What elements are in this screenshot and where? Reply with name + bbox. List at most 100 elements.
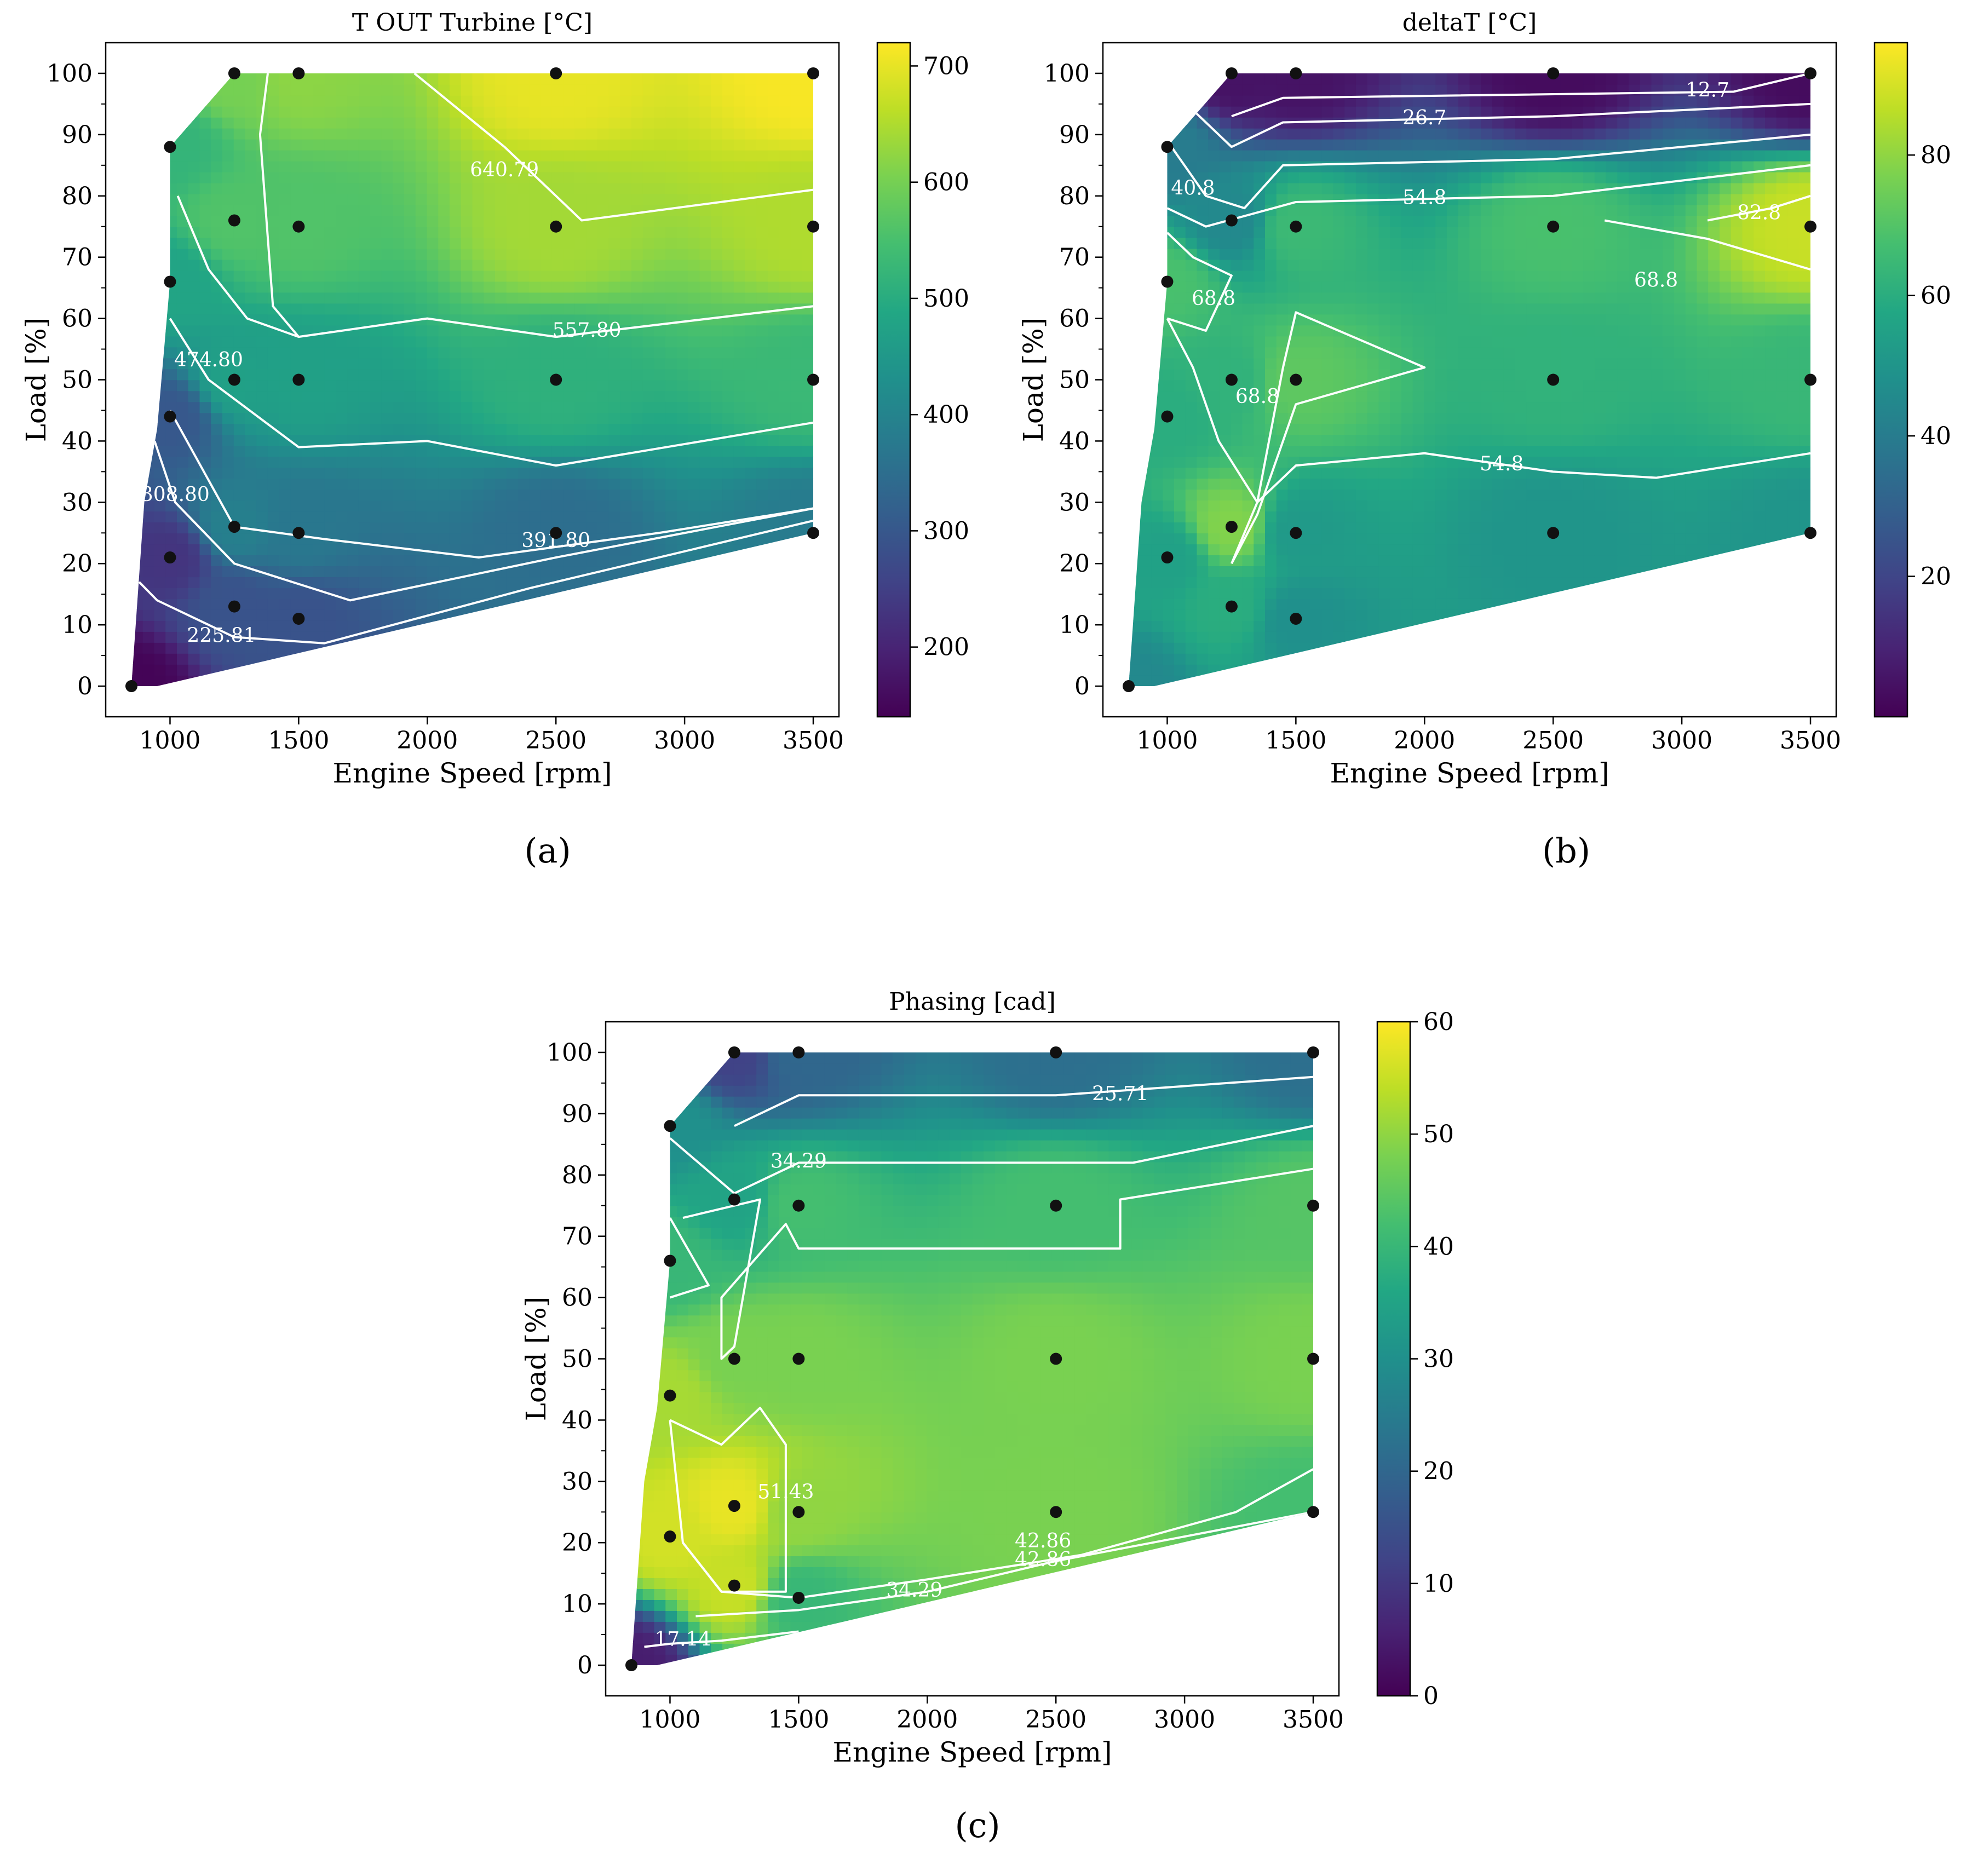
heatmap-cell <box>142 379 155 392</box>
heatmap-cell <box>722 609 734 621</box>
heatmap-cell <box>745 248 757 260</box>
heatmap-cell <box>688 281 700 293</box>
heatmap-cell <box>745 664 757 676</box>
heatmap-cell <box>1355 544 1368 556</box>
heatmap-cell <box>1197 423 1209 435</box>
heatmap-cell <box>1321 237 1334 249</box>
heatmap-cell <box>654 336 666 348</box>
heatmap-cell <box>677 599 689 610</box>
heatmap-cell <box>551 434 564 446</box>
heatmap-cell <box>324 303 337 315</box>
heatmap-cell <box>449 555 462 567</box>
heatmap-cell <box>779 434 791 446</box>
heatmap-cell <box>586 128 598 140</box>
heatmap-cell <box>1231 160 1243 172</box>
heatmap-cell <box>768 314 780 326</box>
heatmap-cell <box>324 423 337 435</box>
heatmap-cell <box>541 642 553 654</box>
contour-lines <box>138 73 814 644</box>
heatmap-cell <box>1367 533 1379 545</box>
heatmap-cell <box>1197 620 1209 632</box>
heatmap-cell <box>1412 423 1425 435</box>
heatmap-cell <box>506 379 519 392</box>
data-point <box>292 220 305 233</box>
heatmap-cell <box>393 336 405 348</box>
heatmap-cell <box>393 369 405 381</box>
heatmap-cell <box>586 314 598 326</box>
heatmap-cell <box>438 642 450 654</box>
heatmap-cell <box>302 171 314 183</box>
heatmap-cell <box>1185 511 1198 523</box>
heatmap-cell <box>586 412 598 424</box>
heatmap-cell <box>1310 588 1323 599</box>
heatmap-cell <box>1390 555 1402 567</box>
heatmap-cell <box>722 171 734 183</box>
heatmap-cell <box>699 566 712 578</box>
heatmap-cell <box>518 609 530 621</box>
heatmap-cell <box>472 117 485 129</box>
heatmap-cell <box>279 412 291 424</box>
heatmap-cell <box>665 347 677 359</box>
heatmap-cell <box>1355 314 1368 326</box>
heatmap-cell <box>1390 522 1402 534</box>
heatmap-cell <box>779 379 791 392</box>
heatmap-cell <box>1151 73 1164 85</box>
heatmap-cell <box>631 248 643 260</box>
heatmap-cell <box>1299 303 1311 315</box>
heatmap-cell <box>1378 117 1391 129</box>
heatmap-cell <box>358 401 371 413</box>
heatmap-cell <box>1151 456 1164 468</box>
heatmap-cell <box>597 160 610 172</box>
heatmap-cell <box>1390 533 1402 545</box>
heatmap-cell <box>1355 467 1368 479</box>
heatmap-cell <box>154 336 166 348</box>
heatmap-cell <box>199 500 212 512</box>
heatmap-cell <box>290 193 303 205</box>
heatmap-cell <box>620 182 632 194</box>
heatmap-cell <box>711 500 723 512</box>
heatmap-cell <box>484 500 496 512</box>
heatmap-cell <box>199 511 212 523</box>
heatmap-cell <box>1424 84 1436 96</box>
heatmap-cell <box>711 128 723 140</box>
heatmap-cell <box>302 489 314 501</box>
heatmap-cell <box>336 95 348 107</box>
heatmap-cell <box>620 160 632 172</box>
heatmap-cell <box>654 139 666 151</box>
heatmap-cell <box>1412 139 1425 151</box>
heatmap-cell <box>438 237 450 249</box>
heatmap-cell <box>563 434 576 446</box>
heatmap-cell <box>154 95 166 107</box>
heatmap-cell <box>620 467 632 479</box>
heatmap-cell <box>631 511 643 523</box>
heatmap-cell <box>711 248 723 260</box>
heatmap-cell <box>302 270 314 282</box>
heatmap-cell <box>745 434 757 446</box>
heatmap-cell <box>586 522 598 534</box>
heatmap-cell <box>1231 609 1243 621</box>
heatmap-cell <box>802 599 814 610</box>
heatmap-cell <box>1412 369 1425 381</box>
heatmap-cell <box>1128 117 1141 129</box>
heatmap-cell <box>245 434 257 446</box>
heatmap-cell <box>642 281 655 293</box>
heatmap-cell <box>324 84 337 96</box>
heatmap-cell <box>541 259 553 271</box>
heatmap-cell <box>711 664 723 676</box>
heatmap-cell <box>472 237 485 249</box>
heatmap-cell <box>529 434 541 446</box>
heatmap-cell <box>1185 445 1198 457</box>
heatmap-cell <box>597 281 610 293</box>
heatmap-cell <box>711 609 723 621</box>
heatmap-cell <box>1128 226 1141 238</box>
heatmap-cell <box>1276 642 1289 654</box>
heatmap-cell <box>620 478 632 490</box>
heatmap-cell <box>756 489 768 501</box>
heatmap-cell <box>131 664 143 676</box>
heatmap-cell <box>733 182 746 194</box>
heatmap-cell <box>142 390 155 402</box>
heatmap-cell <box>1412 456 1425 468</box>
heatmap-cell <box>574 522 587 534</box>
heatmap-cell <box>642 522 655 534</box>
heatmap-cell <box>1287 577 1300 588</box>
